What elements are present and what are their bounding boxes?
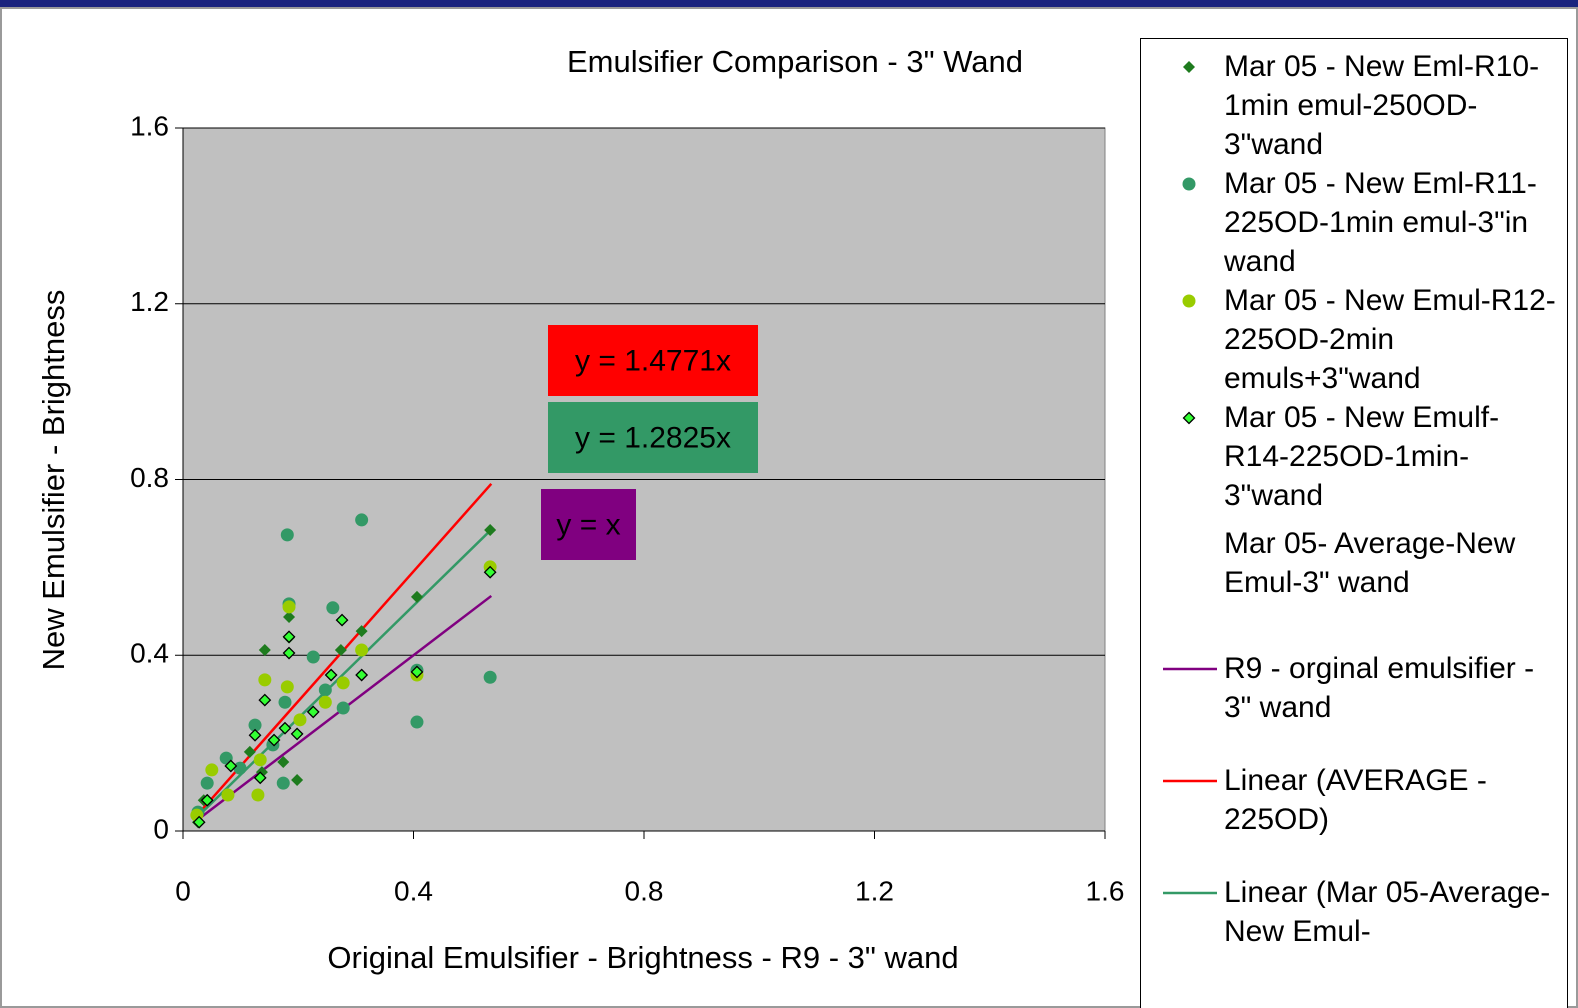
point [258, 693, 272, 707]
legend-key [1182, 177, 1196, 191]
point [484, 524, 497, 537]
point [277, 756, 290, 769]
legend-label: Mar 05 - New Emulf-R14-225OD-1min-3"wand [1224, 401, 1500, 512]
frame-border [0, 7, 1578, 1008]
point [282, 630, 296, 644]
point [1182, 294, 1196, 308]
legend-key [1163, 891, 1217, 895]
point [282, 600, 296, 614]
x-axis-label: Original Emulsifier - Brightness - R9 - … [327, 940, 958, 975]
point [280, 680, 294, 694]
point [267, 733, 281, 747]
point [334, 643, 347, 656]
point [483, 565, 497, 579]
y-tick-label: 0 [153, 813, 169, 844]
point [221, 788, 235, 802]
legend-key [1163, 667, 1217, 671]
legend-key [1182, 294, 1196, 308]
legend-label: Linear (Mar 05-Average-New Emul- [1224, 876, 1551, 948]
point [278, 721, 292, 735]
point [335, 613, 349, 627]
point [224, 759, 238, 773]
point [233, 761, 247, 775]
legend-label: Mar 05 - New Eml-R10-1min emul-250OD-3"w… [1224, 50, 1540, 161]
point [324, 668, 338, 682]
x-tick-label: 0.4 [394, 875, 433, 906]
point [205, 763, 219, 777]
point [258, 673, 272, 687]
point [280, 528, 294, 542]
x-tick-label: 0.8 [625, 875, 664, 906]
point [1182, 411, 1196, 425]
equation-label: y = 1.4771x [575, 344, 731, 377]
point [282, 646, 296, 660]
point [483, 670, 497, 684]
y-tick-label: 1.2 [130, 286, 169, 317]
point [200, 793, 214, 807]
point [1183, 61, 1195, 73]
equation-box [548, 325, 758, 396]
point [336, 676, 350, 690]
y-tick-label: 1.6 [130, 110, 169, 141]
point [1182, 177, 1196, 191]
equation-box [541, 489, 636, 560]
header-bar [0, 0, 1578, 7]
y-axis-label: New Emulsifier - Brightness [36, 290, 71, 671]
legend-label: R9 - orginal emulsifier - 3" wand [1224, 652, 1535, 724]
point [355, 625, 368, 638]
point [278, 695, 292, 709]
point [258, 643, 271, 656]
point [306, 650, 320, 664]
point [326, 601, 340, 615]
point [192, 815, 206, 829]
equation-label: y = 1.2825x [575, 421, 731, 454]
point [253, 753, 267, 767]
equation-box [548, 402, 758, 473]
point [293, 713, 307, 727]
legend-label: Mar 05 - New Emul-R12-225OD-2min emuls+3… [1224, 284, 1556, 395]
point [283, 611, 296, 624]
legend-key [1182, 411, 1196, 425]
point [248, 728, 262, 742]
legend-label: Mar 05- Average-New Emul-3" wand [1224, 527, 1516, 599]
equation-label: y = x [556, 508, 620, 541]
legend-label: Linear (AVERAGE - 225OD) [1224, 764, 1487, 836]
point [276, 776, 290, 790]
y-tick-label: 0.8 [130, 462, 169, 493]
point [355, 513, 369, 527]
point [251, 788, 265, 802]
point [410, 715, 424, 729]
point [355, 643, 369, 657]
point [200, 776, 214, 790]
point [306, 705, 320, 719]
legend-label: Mar 05 - New Eml-R11-225OD-1min emul-3"i… [1224, 167, 1537, 278]
y-tick-label: 0.4 [130, 638, 169, 669]
legend-key [1183, 61, 1195, 73]
point [290, 727, 304, 741]
point [253, 771, 267, 785]
legend-key [1161, 524, 1217, 564]
chart-title: Emulsifier Comparison - 3" Wand [567, 44, 1023, 79]
x-tick-label: 0 [175, 875, 191, 906]
point [410, 665, 424, 679]
point [336, 701, 350, 715]
point [318, 683, 332, 697]
point [248, 718, 262, 732]
point [291, 774, 304, 787]
legend-key [1163, 779, 1217, 783]
legend: Mar 05 - New Eml-R10-1min emul-250OD-3"w… [1140, 38, 1568, 1008]
point [318, 695, 332, 709]
x-tick-label: 1.2 [855, 875, 894, 906]
point [410, 590, 423, 603]
point [355, 668, 369, 682]
x-tick-label: 1.6 [1086, 875, 1125, 906]
point [243, 745, 256, 758]
